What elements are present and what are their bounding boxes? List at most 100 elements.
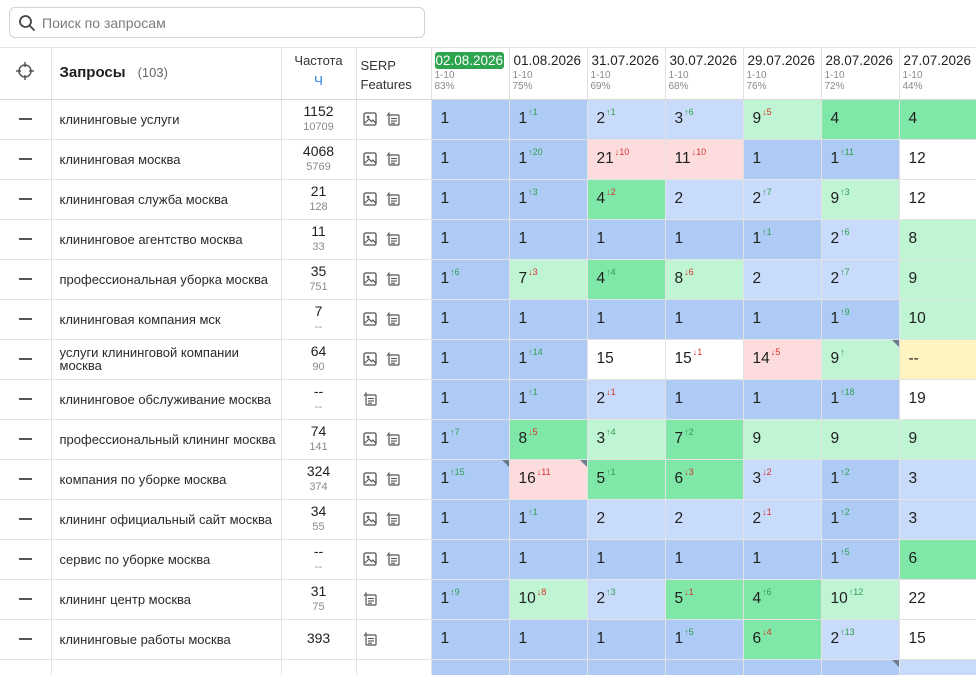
position-cell[interactable]: 1↑2	[821, 459, 900, 500]
position-cell[interactable]: 3↑4	[587, 419, 666, 460]
position-cell[interactable]: 21↓10	[587, 139, 666, 180]
position-cell[interactable]: 2↑3	[587, 579, 666, 620]
position-cell[interactable]: 1	[743, 379, 822, 420]
position-cell[interactable]: 3↓2	[743, 459, 822, 500]
remove-query-button[interactable]	[0, 219, 52, 260]
position-cell[interactable]: 1	[587, 219, 666, 260]
table-row[interactable]: компания по уборке москва 324 374 1↑15 16↓11…	[0, 459, 976, 500]
position-cell[interactable]: 4↓2	[587, 179, 666, 220]
position-cell[interactable]: 1	[430, 539, 510, 580]
position-cell[interactable]: 2	[587, 499, 666, 540]
query-text[interactable]: профессиональный клининг москва	[51, 419, 282, 460]
table-row[interactable]: клининговые услуги 1152 10709 1 1↑1 2↑1 3↑6 9↓5…	[0, 99, 976, 140]
position-cell[interactable]: 1	[430, 219, 510, 260]
position-cell[interactable]: 1↑6	[430, 259, 510, 300]
table-row[interactable]: клининг официальный сайт москва 34 55 1 1↑1 2…	[0, 499, 976, 540]
date-column-header[interactable]: 02.08.2026 1-10 83%	[431, 48, 510, 100]
minus-icon[interactable]	[18, 397, 32, 400]
position-cell[interactable]: 1	[665, 539, 744, 580]
table-row[interactable]: клининговое обслуживание москва -- -- 1 1↑1 2…	[0, 379, 976, 420]
position-cell[interactable]: 7↑2	[665, 419, 744, 460]
query-text[interactable]	[51, 659, 282, 675]
position-cell[interactable]	[587, 659, 666, 675]
remove-query-button[interactable]	[0, 179, 52, 220]
remove-query-button[interactable]	[0, 539, 52, 580]
position-cell[interactable]: 12	[899, 139, 976, 180]
table-row[interactable]: клининг центр москва 31 75 1↑9 10↓8 2↑3 5↓1 4↑6…	[0, 579, 976, 620]
select-target-column[interactable]	[0, 48, 52, 100]
table-row[interactable]: клининговые работы москва 393 1 1 1 1↑5 6↓4 2↑1…	[0, 619, 976, 660]
position-cell[interactable]: 9↑	[821, 339, 900, 380]
position-cell[interactable]: 1↑1	[509, 499, 588, 540]
position-cell[interactable]: 1↑1	[743, 219, 822, 260]
position-cell[interactable]: 1	[509, 219, 588, 260]
search-box[interactable]	[9, 7, 425, 38]
table-row[interactable]	[0, 659, 976, 675]
minus-icon[interactable]	[18, 557, 32, 560]
minus-icon[interactable]	[18, 237, 32, 240]
position-cell[interactable]: 11↓10	[665, 139, 744, 180]
position-cell[interactable]: 4↑6	[743, 579, 822, 620]
position-cell[interactable]: 9	[821, 419, 900, 460]
remove-query-button[interactable]	[0, 419, 52, 460]
position-cell[interactable]: 1	[430, 379, 510, 420]
remove-query-button[interactable]	[0, 379, 52, 420]
date-column-header[interactable]: 29.07.2026 1-10 76%	[743, 48, 822, 100]
position-cell[interactable]: 1↑5	[665, 619, 744, 660]
position-cell[interactable]: 2↑13	[821, 619, 900, 660]
position-cell[interactable]: 1	[743, 299, 822, 340]
query-text[interactable]: услуги клининговой компании москва	[51, 339, 282, 380]
position-cell[interactable]: 1	[430, 299, 510, 340]
remove-query-button[interactable]	[0, 139, 52, 180]
position-cell[interactable]: 3	[899, 499, 976, 540]
position-cell[interactable]: 1	[665, 219, 744, 260]
query-text[interactable]: клининговое агентство москва	[51, 219, 282, 260]
position-cell[interactable]: 1	[430, 99, 510, 140]
position-cell[interactable]: 1↑20	[509, 139, 588, 180]
table-row[interactable]: профессиональный клининг москва 74 141 1↑7 8…	[0, 419, 976, 460]
table-row[interactable]: клининговое агентство москва 11 33 1 1 1 1 1↑1 2…	[0, 219, 976, 260]
position-cell[interactable]: 2	[743, 259, 822, 300]
position-cell[interactable]: 16↓11	[509, 459, 588, 500]
frequency-column-header[interactable]: Частота Ч	[281, 48, 357, 100]
position-cell[interactable]: 14↓5	[743, 339, 822, 380]
position-cell[interactable]: 1	[665, 379, 744, 420]
date-column-header[interactable]: 30.07.2026 1-10 68%	[665, 48, 744, 100]
position-cell[interactable]: 2↑7	[743, 179, 822, 220]
position-cell[interactable]: 1↑14	[509, 339, 588, 380]
query-text[interactable]: компания по уборке москва	[51, 459, 282, 500]
table-row[interactable]: услуги клининговой компании москва 64 90 1 1…	[0, 339, 976, 380]
date-column-header[interactable]: 28.07.2026 1-10 72%	[821, 48, 900, 100]
position-cell[interactable]: 9↑3	[821, 179, 900, 220]
position-cell[interactable]: 1↑2	[821, 499, 900, 540]
position-cell[interactable]: 22	[899, 579, 976, 620]
position-cell[interactable]: 6↓3	[665, 459, 744, 500]
position-cell[interactable]: 5↑1	[587, 459, 666, 500]
position-cell[interactable]: 2↑6	[821, 219, 900, 260]
position-cell[interactable]: 15	[587, 339, 666, 380]
remove-query-button[interactable]	[0, 299, 52, 340]
position-cell[interactable]: 8↓6	[665, 259, 744, 300]
position-cell[interactable]: 15↓1	[665, 339, 744, 380]
position-cell[interactable]: 1↑3	[509, 179, 588, 220]
position-cell[interactable]: 10↑12	[821, 579, 900, 620]
position-cell[interactable]: 2	[665, 179, 744, 220]
position-cell[interactable]: 1	[587, 619, 666, 660]
query-text[interactable]: клининговые работы москва	[51, 619, 282, 660]
minus-icon[interactable]	[18, 517, 32, 520]
position-cell[interactable]: 1↑15	[430, 459, 510, 500]
remove-query-button[interactable]	[0, 659, 52, 675]
position-cell[interactable]: 1↑1	[509, 99, 588, 140]
position-cell[interactable]: 9	[899, 259, 976, 300]
minus-icon[interactable]	[18, 317, 32, 320]
table-row[interactable]: клининговая москва 4068 5769 1 1↑20 21↓10 11↓1…	[0, 139, 976, 180]
position-cell[interactable]: 19	[899, 379, 976, 420]
position-cell[interactable]	[743, 659, 822, 675]
position-cell[interactable]	[430, 659, 510, 675]
minus-icon[interactable]	[18, 117, 32, 120]
query-text[interactable]: клининг центр москва	[51, 579, 282, 620]
position-cell[interactable]: 7↓3	[509, 259, 588, 300]
position-cell[interactable]: 8↓5	[509, 419, 588, 460]
position-cell[interactable]: 1↑9	[430, 579, 510, 620]
position-cell[interactable]: 9↓5	[743, 99, 822, 140]
